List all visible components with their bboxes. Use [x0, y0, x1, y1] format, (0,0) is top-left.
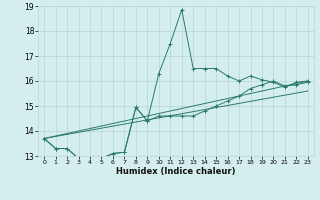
X-axis label: Humidex (Indice chaleur): Humidex (Indice chaleur) — [116, 167, 236, 176]
